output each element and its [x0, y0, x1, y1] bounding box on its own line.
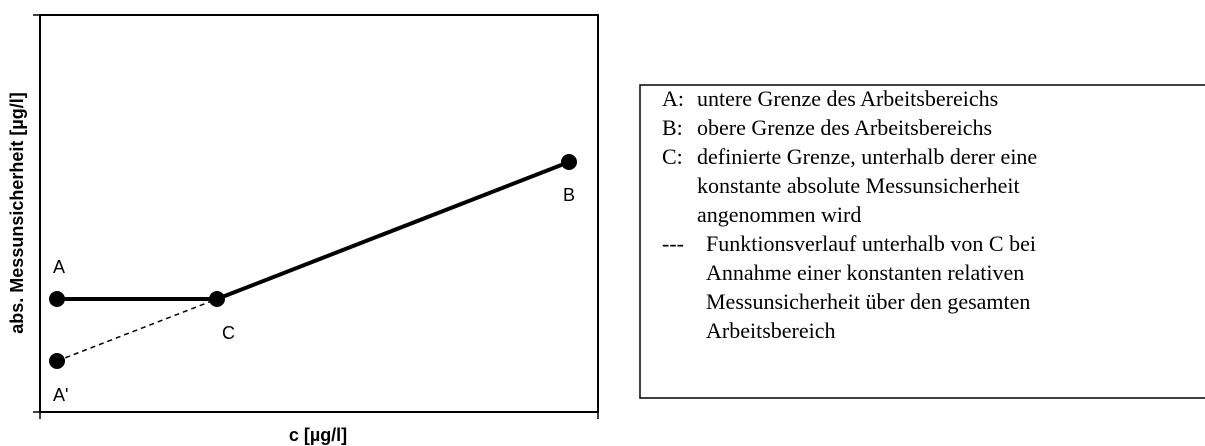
legend-key: ---: [662, 231, 684, 256]
legend-key: C:: [662, 144, 683, 169]
legend-text: untere Grenze des Arbeitsbereichs: [697, 86, 998, 111]
frame-ticks: [33, 14, 599, 419]
point-a-prime: [49, 353, 65, 369]
point-b: [561, 154, 577, 170]
point-label: C: [222, 323, 235, 343]
rising-segment: [216, 160, 570, 301]
legend-box: [639, 84, 1205, 399]
legend-key: B:: [662, 115, 683, 140]
legend-text: Annahme einer konstanten relativen: [706, 260, 1024, 285]
point-c: [209, 291, 225, 307]
point-label: A: [53, 257, 65, 277]
point-label: B: [563, 185, 575, 205]
legend-text: Arbeitsbereich: [706, 318, 836, 343]
legend-text: definierte Grenze, unterhalb derer eine: [697, 144, 1037, 169]
plot-frame: [39, 14, 599, 413]
x-axis-label: c [µg/l]: [289, 425, 347, 445]
legend-text: Funktionsverlauf unterhalb von C bei: [706, 231, 1036, 256]
point-a: [49, 291, 65, 307]
point-label: A': [53, 385, 68, 405]
legend-text: Messunsicherheit über den gesamten: [706, 289, 1030, 314]
y-axis-label: abs. Messunsicherheit [µg/l]: [7, 92, 27, 333]
legend-key: A:: [662, 86, 684, 111]
dashed-line: [56, 298, 218, 362]
legend-text: obere Grenze des Arbeitsbereichs: [697, 115, 992, 140]
legend: A: untere Grenze des Arbeitsbereichs B: obe…: [662, 86, 1037, 343]
legend-text: konstante absolute Messunsicherheit: [697, 173, 1020, 198]
legend-text: angenommen wird: [697, 202, 861, 227]
